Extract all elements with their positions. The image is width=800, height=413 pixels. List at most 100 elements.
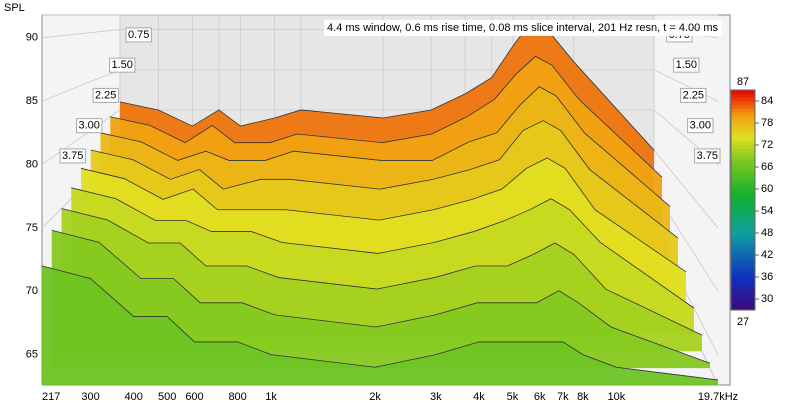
x-tick-label: 4k <box>473 391 485 403</box>
x-tick-label: 19.7kHz <box>698 391 738 403</box>
colorbar-tick-label: 42 <box>761 249 773 261</box>
colorbar-cell <box>731 89 755 94</box>
colorbar-cell <box>731 126 755 131</box>
colorbar-cell <box>731 306 755 311</box>
colorbar-tick-label: 48 <box>761 227 773 239</box>
colorbar-cell <box>731 192 755 197</box>
colorbar-cell <box>731 144 755 149</box>
colorbar-cell <box>731 152 755 157</box>
colorbar-cell <box>731 302 755 307</box>
colorbar-cell <box>731 100 755 105</box>
grid-line <box>653 149 719 229</box>
colorbar-tick-label: 60 <box>761 183 773 195</box>
grid-line <box>41 69 121 102</box>
colorbar-frame <box>730 89 756 311</box>
slice-line <box>41 265 719 381</box>
slice-line <box>80 157 687 273</box>
colorbar-cell <box>731 148 755 153</box>
colorbar-cell <box>731 203 755 208</box>
x-tick-label: 1k <box>265 391 277 403</box>
x-tick-label: 400 <box>125 391 143 403</box>
x-tick-label: 300 <box>81 391 99 403</box>
colorbar-cell <box>731 93 755 98</box>
colorbar-tick-label: 66 <box>761 161 773 173</box>
colorbar-cell <box>731 240 755 245</box>
colorbar-cell <box>731 130 755 135</box>
colorbar-cell <box>731 166 755 171</box>
slice-line <box>51 229 711 364</box>
colorbar-cell <box>731 97 755 102</box>
colorbar-cell <box>731 196 755 201</box>
time-label-box <box>125 27 152 43</box>
y-tick-label: 85 <box>26 95 38 107</box>
colorbar-cell <box>731 181 755 186</box>
colorbar-cell <box>731 247 755 252</box>
colorbar-tick-label: 72 <box>761 139 773 151</box>
y-tick-label: 90 <box>26 32 38 44</box>
colorbar-cell <box>731 185 755 190</box>
annotation-box <box>324 19 722 36</box>
colorbar-cell <box>731 221 755 226</box>
slice-line <box>100 86 671 207</box>
colorbar-cell <box>731 214 755 219</box>
y-axis-label: SPL <box>4 2 25 14</box>
time-label: 2.25 <box>95 89 116 101</box>
time-label-box <box>687 118 714 134</box>
x-tick-label: 6k <box>534 391 546 403</box>
x-tick-label: 800 <box>228 391 246 403</box>
colorbar-cell <box>731 115 755 120</box>
x-tick-label: 600 <box>185 391 203 403</box>
colorbar-max: 87 <box>737 76 749 88</box>
colorbar-cell <box>731 262 755 267</box>
time-label-box <box>673 57 700 73</box>
x-tick-label: 217 <box>42 391 60 403</box>
colorbar-cell <box>731 287 755 292</box>
colorbar-cell <box>731 122 755 127</box>
colorbar-cell <box>731 291 755 296</box>
colorbar-cell <box>731 104 755 109</box>
x-tick-label: 10k <box>607 391 625 403</box>
colorbar-cell <box>731 273 755 278</box>
colorbar-cell <box>731 119 755 124</box>
colorbar-cell <box>731 199 755 204</box>
slice-area <box>42 265 718 385</box>
x-tick-label: 2k <box>369 391 381 403</box>
slice-line <box>90 120 679 239</box>
colorbar-cell <box>731 108 755 113</box>
colorbar-cell <box>731 155 755 160</box>
annotation: 4.4 ms window, 0.6 ms rise time, 0.08 ms… <box>327 22 718 34</box>
time-label: 3.75 <box>697 150 718 162</box>
time-label-box <box>59 148 86 164</box>
colorbar-cell <box>731 225 755 230</box>
colorbar-cell <box>731 174 755 179</box>
colorbar-cell <box>731 295 755 300</box>
time-label: 2.25 <box>683 89 704 101</box>
colorbar-cell <box>731 210 755 215</box>
time-label: 0.75 <box>128 29 149 41</box>
colorbar-min: 27 <box>737 316 749 328</box>
colorbar-tick-label: 78 <box>761 117 773 129</box>
colorbar-cell <box>731 298 755 303</box>
time-label-box <box>109 57 136 73</box>
colorbar-cell <box>731 137 755 142</box>
time-label: 1.50 <box>112 59 133 71</box>
colorbar-tick-label: 84 <box>761 95 773 107</box>
colorbar-cell <box>731 284 755 289</box>
time-label: 3.75 <box>62 150 83 162</box>
colorbar-cell <box>731 111 755 116</box>
slice-line <box>61 208 703 336</box>
colorbar-cell <box>731 163 755 168</box>
colorbar-tick-label: 36 <box>761 271 773 283</box>
slice-area <box>51 230 710 369</box>
time-label-box <box>92 87 119 103</box>
time-label: 3.00 <box>79 120 100 132</box>
y-tick-label: 80 <box>26 158 38 170</box>
colorbar-cell <box>731 170 755 175</box>
colorbar-cell <box>731 258 755 263</box>
time-label: 1.50 <box>676 59 697 71</box>
colorbar-cell <box>731 232 755 237</box>
slice-line <box>71 187 695 309</box>
grid-line <box>653 69 719 102</box>
colorbar-cell <box>731 265 755 270</box>
